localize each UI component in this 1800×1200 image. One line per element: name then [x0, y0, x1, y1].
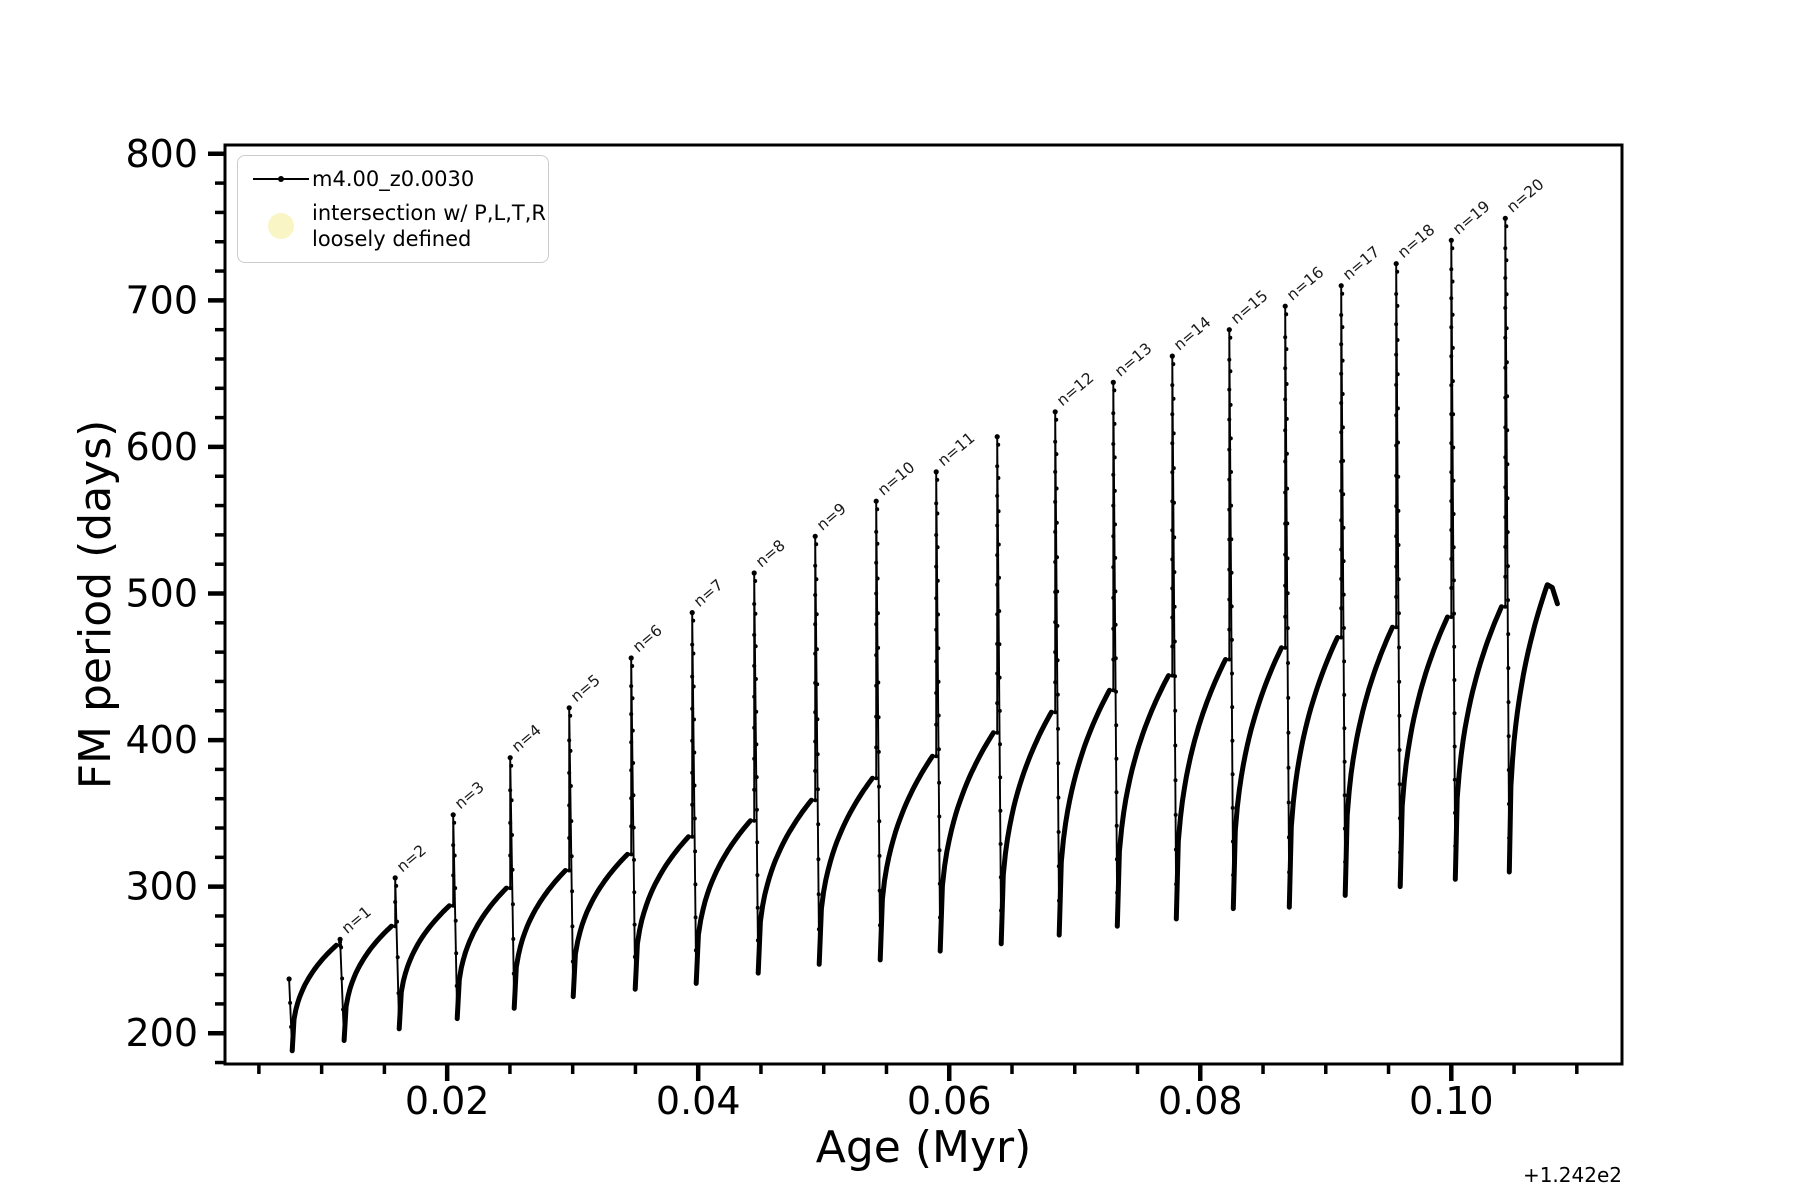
spike-label: n=4	[508, 721, 545, 756]
y-tick-label: 600	[125, 425, 198, 469]
y-tick-label: 200	[125, 1011, 198, 1055]
spike-labels: n=1 n=2 n=3 n=4 n=5 n=6 n=7 n=8 n=9 n=10 n=11 n=12 n…	[338, 175, 1547, 937]
intersection-dot-icon	[268, 213, 294, 239]
legend-series-label: m4.00_z0.0030	[312, 167, 475, 191]
y-tick-label: 700	[125, 278, 198, 322]
spike-label: n=7	[690, 576, 727, 611]
legend-entry-intersection: intersection w/ P,L,T,R loosely defined	[250, 200, 546, 252]
spike-label: n=18	[1394, 221, 1438, 262]
spike-label: n=17	[1339, 243, 1383, 284]
x-axis-ticks: 0.02 0.04 0.06 0.08 0.10	[257, 1064, 1579, 1123]
x-tick-label: 0.06	[907, 1079, 992, 1123]
spike-label: n=10	[874, 458, 918, 499]
spike-label: n=14	[1170, 313, 1214, 354]
legend-intersection-line1: intersection w/ P,L,T,R	[312, 201, 546, 225]
series-curve: n=1 n=2 n=3 n=4 n=5 n=6 n=7 n=8 n=9 n=10 n=11 n=12 n…	[286, 175, 1560, 1054]
x-tick-label: 0.08	[1158, 1079, 1243, 1123]
plot-border	[223, 143, 1624, 1066]
x-tick-label: 0.04	[656, 1079, 741, 1123]
spike-label: n=20	[1503, 175, 1547, 216]
x-tick-label: 0.02	[405, 1079, 490, 1123]
spike-label: n=16	[1283, 263, 1327, 304]
spike-label: n=13	[1111, 339, 1155, 380]
x-axis-label: Age (Myr)	[816, 1122, 1032, 1173]
line-dot-marker-icon	[278, 176, 284, 182]
spike-label: n=12	[1053, 369, 1097, 410]
legend-circle-marker	[250, 211, 312, 241]
spike-label: n=2	[393, 841, 430, 876]
y-tick-label: 400	[125, 718, 198, 762]
spike-label: n=1	[338, 903, 375, 938]
legend-entry-series: m4.00_z0.0030	[250, 164, 534, 194]
legend-intersection-label: intersection w/ P,L,T,R loosely defined	[312, 200, 546, 252]
legend-box: m4.00_z0.0030 intersection w/ P,L,T,R loo…	[237, 155, 549, 263]
spike-label: n=9	[813, 500, 850, 535]
legend-intersection-line2: loosely defined	[312, 227, 472, 251]
y-axis-ticks: 200 300 400 500 600 700 800	[125, 132, 225, 1065]
spike-label: n=15	[1227, 287, 1271, 328]
spike-label: n=19	[1449, 197, 1493, 238]
spike-label: n=8	[752, 536, 789, 571]
y-tick-label: 300	[125, 865, 198, 909]
spike-label: n=6	[629, 621, 666, 656]
spike-label: n=5	[567, 671, 604, 706]
y-tick-label: 500	[125, 572, 198, 616]
x-axis-offset-label: +1.242e2	[1523, 1163, 1622, 1187]
spike-label: n=3	[451, 778, 488, 813]
spike-lines	[288, 218, 1511, 1051]
x-tick-label: 0.10	[1409, 1079, 1494, 1123]
y-tick-label: 800	[125, 132, 198, 176]
y-axis-label: FM period (days)	[70, 420, 121, 790]
data-point-markers	[286, 215, 1512, 1053]
legend-line-marker	[250, 164, 312, 194]
spike-label: n=11	[934, 429, 978, 470]
axes-spines	[223, 143, 1624, 1066]
